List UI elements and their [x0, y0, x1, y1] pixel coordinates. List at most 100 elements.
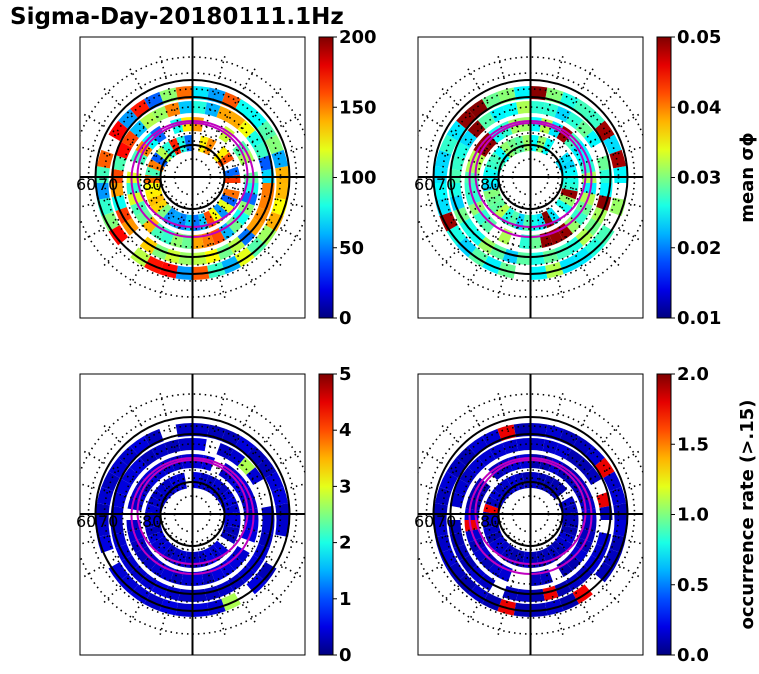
heat-cell	[261, 168, 275, 183]
colorbar-tick-label: 1.0	[677, 505, 709, 526]
heat-cell	[246, 108, 267, 130]
heat-cell	[147, 159, 165, 173]
colorbar-tick-label: 150	[339, 97, 377, 118]
heat-cell	[594, 562, 615, 583]
heat-cell	[227, 448, 246, 467]
heat-cell	[599, 168, 613, 183]
heat-cell	[216, 105, 234, 123]
heat-cell	[139, 111, 158, 130]
heat-cell	[584, 130, 602, 148]
heat-cell	[95, 503, 110, 520]
latitude-label: 60	[76, 512, 96, 531]
axes-frame	[417, 373, 644, 656]
axes-frame	[79, 36, 306, 319]
heat-cell	[246, 130, 264, 148]
colorbar-tick-label: 0.03	[677, 168, 721, 189]
heat-cell	[150, 199, 168, 214]
heat-cell	[222, 525, 240, 537]
heat-cell	[237, 457, 256, 476]
heat-cell	[221, 428, 241, 448]
heat-cell	[594, 225, 615, 246]
heat-cell	[159, 565, 175, 583]
heat-cell	[246, 573, 267, 595]
heat-cell	[551, 483, 568, 500]
heat-cell	[101, 211, 120, 232]
colorbar-tick-label: 3	[339, 476, 352, 497]
heat-cell	[530, 135, 539, 152]
heat-cell	[514, 472, 525, 490]
heat-cell	[477, 448, 496, 467]
heat-cell	[121, 467, 139, 485]
heat-cell	[439, 548, 458, 569]
heat-cell	[95, 166, 110, 183]
heat-cell	[477, 111, 496, 130]
heat-cell	[603, 548, 622, 569]
heat-cell	[497, 228, 513, 246]
colorbar-tick-label: 1.5	[677, 434, 709, 455]
heat-cell	[485, 193, 503, 207]
heat-cell	[456, 236, 477, 258]
heat-cell	[594, 120, 615, 141]
colorbar-tick-label: 5	[339, 364, 352, 385]
heat-cell	[433, 166, 448, 183]
heat-cell	[530, 472, 539, 489]
heat-cell	[95, 520, 110, 537]
heat-cell	[246, 236, 267, 258]
latitude-label: 60	[414, 175, 434, 194]
heat-cell	[246, 467, 264, 485]
colorbar-tick-label: 200	[339, 27, 377, 48]
colorbar-tick-label: 1	[339, 589, 352, 610]
heat-cell	[178, 101, 193, 115]
heat-cell	[558, 159, 576, 173]
heat-cell	[118, 445, 139, 467]
heat-cell	[555, 199, 573, 214]
panel-occurrence-rate-015: 60 70 80 0.0 0.5 1.0 1.5 2.0 occurrence rate (>.…	[414, 364, 758, 666]
heat-cell	[218, 559, 235, 578]
heat-cell	[516, 251, 531, 265]
heat-cell	[613, 520, 628, 537]
heat-cell	[178, 438, 193, 452]
colorbar-tick-label: 0	[339, 645, 352, 666]
heat-cell	[256, 457, 277, 478]
heat-cell	[275, 183, 290, 200]
heat-cell	[433, 503, 448, 520]
heat-cell	[145, 503, 163, 515]
heat-cell	[192, 472, 201, 489]
latitude-label: 70	[98, 512, 118, 531]
heat-cell	[265, 471, 284, 492]
heat-cell	[151, 105, 169, 123]
heat-cell	[221, 91, 241, 111]
latitude-label: 80	[480, 512, 500, 531]
heat-cell	[168, 474, 182, 493]
colorbar-label: occurrence rate (>.15)	[737, 400, 758, 630]
colorbar	[656, 36, 672, 319]
heat-cell	[483, 166, 501, 178]
heat-cell	[467, 457, 486, 476]
heat-cell	[176, 472, 187, 490]
heat-cell	[467, 120, 486, 139]
colorbar-tick-label: 100	[339, 168, 377, 189]
heat-cell	[130, 98, 151, 119]
heat-cell	[485, 159, 503, 173]
heat-cell	[456, 445, 477, 467]
polar-plot	[80, 374, 305, 655]
heat-cell	[108, 225, 129, 246]
heat-cell	[144, 428, 164, 448]
heat-cell	[542, 102, 559, 118]
heat-cell	[613, 166, 628, 183]
heat-cell	[118, 108, 139, 130]
colorbar-tick-label: 2.0	[677, 364, 709, 385]
heat-cell	[151, 442, 169, 460]
latitude-label: 70	[98, 175, 118, 194]
heat-cell	[108, 562, 129, 583]
heat-cell	[584, 108, 605, 130]
heat-cell	[210, 565, 226, 583]
colorbar-tick-label: 2	[339, 533, 352, 554]
colorbar-label: Data points	[379, 119, 380, 237]
heat-cell	[522, 472, 531, 489]
heat-cell	[456, 573, 477, 595]
heat-cell	[456, 108, 477, 130]
latitude-label: 80	[480, 175, 500, 194]
heat-cell	[489, 442, 507, 460]
heat-cell	[555, 536, 573, 551]
